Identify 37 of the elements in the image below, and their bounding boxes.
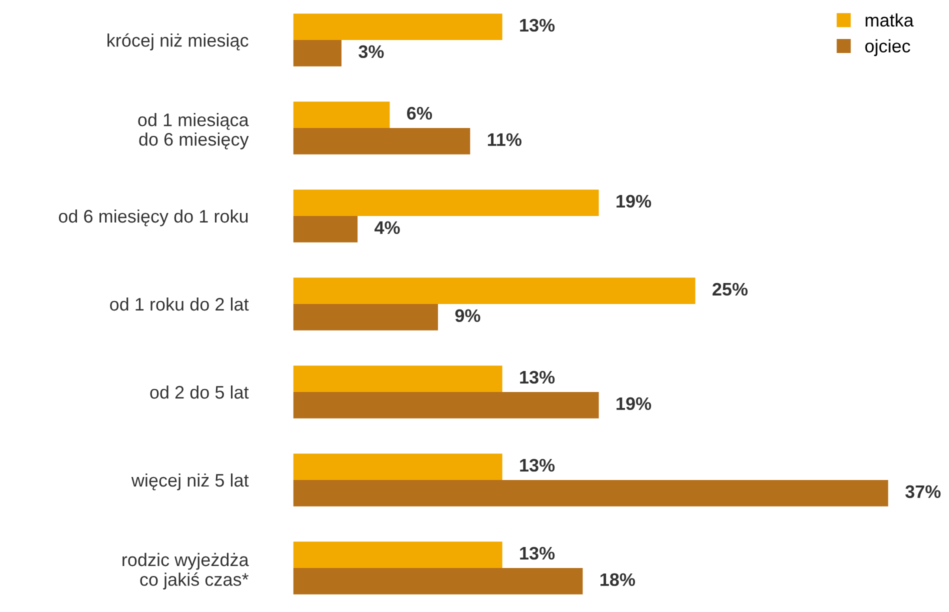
data-label: 11% (488, 133, 522, 146)
bar (293, 568, 583, 594)
bar (293, 128, 470, 154)
data-label: 13% (520, 546, 555, 560)
bar (293, 40, 342, 66)
y-tick-label: więcej niż 5 lat (131, 473, 249, 490)
bar (293, 542, 502, 568)
y-tick-label: od 6 miesięcy do 1 roku (58, 209, 248, 226)
bar (293, 278, 696, 304)
data-label: 4% (374, 221, 400, 234)
bar (293, 366, 502, 392)
data-label: 9% (455, 309, 480, 322)
bar (293, 480, 888, 506)
bar (293, 190, 599, 216)
y-tick-label: rodzic wyjeżdża co jakiś czas* (122, 552, 249, 590)
data-label: 6% (407, 106, 432, 120)
y-tick-label: krócej niż miesiąc (108, 33, 248, 50)
y-tick-label: od 2 do 5 lat (150, 385, 249, 399)
data-label: 25% (712, 282, 748, 296)
bar (293, 102, 390, 128)
bar (293, 14, 502, 40)
bar (293, 454, 502, 480)
bar (293, 304, 438, 330)
data-label: 3% (358, 45, 384, 58)
data-label: 19% (616, 194, 652, 208)
bar (293, 216, 358, 242)
bar (293, 392, 599, 418)
data-label: 19% (616, 397, 652, 410)
y-tick-label: od 1 roku do 2 lat (110, 297, 249, 311)
data-label: 18% (600, 573, 636, 586)
legend-label: matka (866, 13, 914, 27)
data-label: 13% (520, 18, 555, 32)
data-label: 13% (520, 458, 555, 472)
data-label: 37% (905, 485, 941, 498)
legend-label: ojciec (865, 39, 910, 56)
data-label: 13% (520, 370, 555, 384)
y-tick-label: od 1 miesiąca do 6 miesięcy (138, 113, 249, 150)
